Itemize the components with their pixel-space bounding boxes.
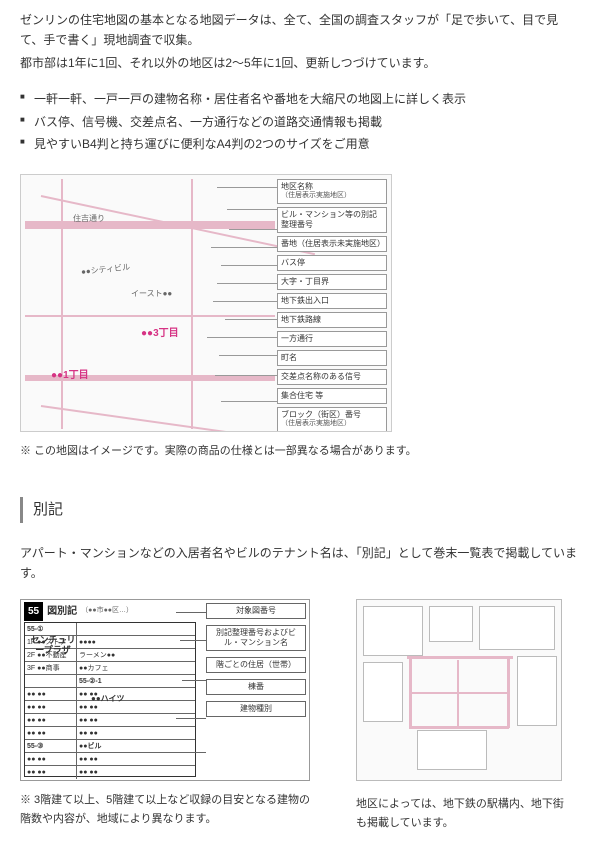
feature-item: 一軒一軒、一戸一戸の建物名称・居住者名や番地を大縮尺の地図上に詳しく表示: [20, 89, 581, 109]
bekki-cell: ●● ●●: [77, 766, 195, 779]
bekki-callout-column: 対象図番号 別記整理番号およびビル・マンション名 階ごとの住居（世帯） 棟番 建…: [206, 603, 306, 777]
bekki-table-row: 3F ●●商事●●カフェ: [25, 662, 195, 675]
section-title-bekki: 別記: [20, 497, 581, 523]
bekki-table-row: 55-②-1: [25, 675, 195, 688]
bekki-left-column: 55 図別記 （●●市●●区…） 55-①1F ●●ストア●●●●2F ●●不動…: [20, 599, 320, 828]
bekki-caption: ※ 3階建て以上、5階建て以上など収録の目安となる建物の階数や内容が、地域により…: [20, 791, 320, 828]
intro-line-2: 都市部は1年に1回、それ以外の地区は2〜5年に1回、更新しつづけています。: [20, 53, 581, 73]
feature-item: バス停、信号機、交差点名、一方通行などの道路交通情報も掲載: [20, 112, 581, 132]
bekki-cell: 55-③: [25, 740, 77, 752]
bekki-callout: 棟番: [206, 679, 306, 695]
bekki-table-row: ●● ●●●● ●●: [25, 766, 195, 779]
map-legend-item: 地下鉄出入口: [277, 293, 387, 309]
bekki-cell: ●● ●●: [77, 714, 195, 726]
bekki-cell: [77, 623, 195, 635]
map-street-label: 住吉通り: [73, 212, 105, 226]
bekki-cell: ●● ●●: [25, 688, 77, 700]
bekki-title: 図別記: [47, 603, 77, 620]
bekki-cell: ●●●●: [77, 636, 195, 648]
bekki-right-column: 地区によっては、地下鉄の駅構内、地下街も掲載しています。: [356, 599, 566, 832]
bekki-cell: ●● ●●: [25, 766, 77, 779]
bekki-sub-building-name: ●●ハイツ: [91, 692, 125, 706]
bekki-badge: 55: [24, 602, 43, 621]
bekki-cell: 55-②-1: [77, 675, 195, 687]
bekki-cell: ●● ●●: [25, 701, 77, 713]
bekki-cell: ●● ●●: [25, 727, 77, 739]
bekki-callout: 別記整理番号およびビル・マンション名: [206, 625, 306, 651]
bekki-table-row: ●● ●●●● ●●: [25, 727, 195, 740]
map-legend-item: バス停: [277, 255, 387, 271]
bekki-cell: [25, 675, 77, 687]
bekki-table-row: 55-③●●ビル: [25, 740, 195, 753]
bekki-cell: ●●ビル: [77, 740, 195, 752]
bekki-table-row: ●● ●●●● ●●: [25, 714, 195, 727]
map-building-label: イースト●●: [131, 287, 172, 301]
map-caption: ※ この地図はイメージです。実際の商品の仕様とは一部異なる場合があります。: [20, 442, 581, 461]
sample-map-block: 住吉通り ●●シティビル イースト●● ●●3丁目 ●●1丁目 地区名称（住居表…: [20, 174, 581, 461]
bekki-callout: 階ごとの住居（世帯）: [206, 657, 306, 673]
map-building-label: ●●シティビル: [80, 261, 130, 280]
map-district-label: ●●3丁目: [141, 325, 179, 342]
bekki-cell: 55-①: [25, 623, 77, 635]
map-legend-item: ビル・マンション等の別記整理番号: [277, 207, 387, 233]
map-legend-item: 地区名称（住居表示実施地区）: [277, 179, 387, 204]
intro-text: ゼンリンの住宅地図の基本となる地図データは、全て、全国の調査スタッフが「足で歩い…: [20, 10, 581, 73]
bekki-sample-image: 55 図別記 （●●市●●区…） 55-①1F ●●ストア●●●●2F ●●不動…: [20, 599, 310, 781]
bekki-row: 55 図別記 （●●市●●区…） 55-①1F ●●ストア●●●●2F ●●不動…: [20, 599, 581, 832]
bekki-cell: ラーメン●●: [77, 649, 195, 661]
metro-sample-image: [356, 599, 562, 781]
bekki-cell: ●● ●●: [25, 753, 77, 765]
map-legend-item: 地下鉄路線: [277, 312, 387, 328]
feature-list: 一軒一軒、一戸一戸の建物名称・居住者名や番地を大縮尺の地図上に詳しく表示 バス停…: [20, 89, 581, 154]
bekki-cell: ●● ●●: [77, 727, 195, 739]
bekki-callout: 建物種別: [206, 701, 306, 717]
map-legend-item: 大字・丁目界: [277, 274, 387, 290]
feature-item: 見やすいB4判と持ち運びに便利なA4判の2つのサイズをご用意: [20, 134, 581, 154]
map-legend-item: 集合住宅 等: [277, 388, 387, 404]
map-legend-column: 地区名称（住居表示実施地区） ビル・マンション等の別記整理番号 番地（住居表示未…: [277, 179, 387, 427]
map-legend-item: 町名: [277, 350, 387, 366]
bekki-main-building-name: センチュリープラザ: [29, 636, 77, 656]
map-district-label: ●●1丁目: [51, 367, 89, 384]
intro-line-1: ゼンリンの住宅地図の基本となる地図データは、全て、全国の調査スタッフが「足で歩い…: [20, 10, 581, 51]
sample-map-image: 住吉通り ●●シティビル イースト●● ●●3丁目 ●●1丁目 地区名称（住居表…: [20, 174, 392, 432]
map-legend-item: 交差点名称のある信号: [277, 369, 387, 385]
bekki-cell: ●● ●●: [25, 714, 77, 726]
map-legend-item: ブロック（街区）番号（住居表示実施地区）: [277, 407, 387, 432]
map-legend-item: 一方通行: [277, 331, 387, 347]
bekki-intro: アパート・マンションなどの入居者名やビルのテナント名は、「別記」として巻末一覧表…: [20, 543, 581, 584]
bekki-cell: ●● ●●: [77, 753, 195, 765]
metro-caption: 地区によっては、地下鉄の駅構内、地下街も掲載しています。: [356, 795, 566, 832]
bekki-table-row: ●● ●●●● ●●: [25, 753, 195, 766]
bekki-cell: 3F ●●商事: [25, 662, 77, 674]
bekki-callout: 対象図番号: [206, 603, 306, 619]
bekki-cell: ●●カフェ: [77, 662, 195, 674]
map-legend-item: 番地（住居表示未実施地区）: [277, 236, 387, 252]
